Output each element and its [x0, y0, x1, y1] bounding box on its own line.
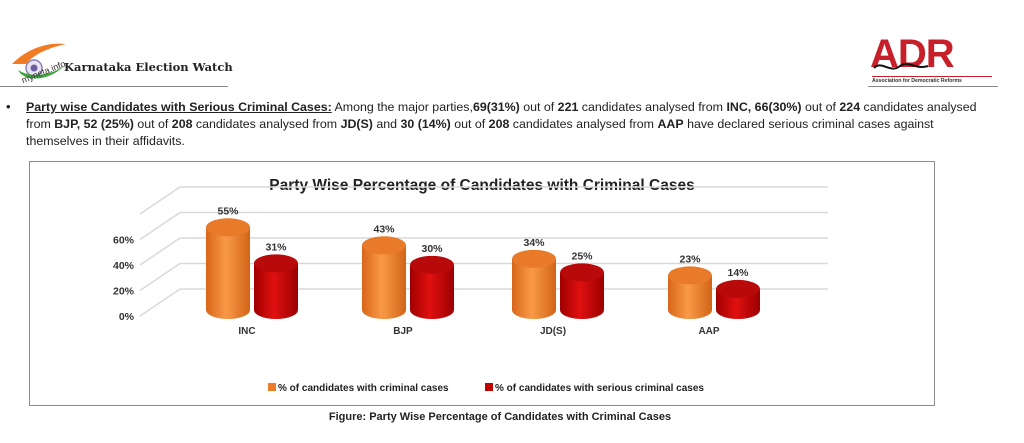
- bar-criminal-jds: 34%: [512, 237, 556, 319]
- summary-paragraph: Party wise Candidates with Serious Crimi…: [26, 99, 994, 151]
- adr-brand-text: ADR: [870, 32, 955, 76]
- cylinder-top: [512, 249, 556, 268]
- bar-chart: Party Wise Percentage of Candidates with…: [113, 177, 828, 394]
- data-label: 30%: [421, 243, 443, 255]
- cylinder-top: [716, 279, 760, 298]
- paragraph-text: candidates analysed from: [192, 117, 341, 132]
- paragraph-text: Among the major parties,: [331, 100, 473, 114]
- data-label: 23%: [679, 253, 701, 265]
- x-tick-label: BJP: [393, 326, 413, 337]
- gridline-diagonal: [139, 288, 181, 317]
- page-header: myneta.info Karnataka Election Watch ADR…: [0, 0, 1024, 92]
- legend-item: % of candidates with serious criminal ca…: [485, 383, 704, 394]
- cylinder-top: [362, 236, 406, 255]
- data-label: 55%: [217, 205, 239, 217]
- legend-label: % of candidates with serious criminal ca…: [495, 383, 704, 394]
- bar-criminal-bjp: 43%: [362, 223, 406, 319]
- paragraph-text: out of: [133, 117, 172, 132]
- bar-criminal-inc: 55%: [206, 205, 250, 319]
- paragraph-text: candidates analysed from: [578, 100, 727, 114]
- header-divider-right: [868, 86, 998, 87]
- cylinder-body: [512, 258, 556, 319]
- bar-serious-jds: 25%: [560, 250, 604, 319]
- adr-subtitle: Association for Democratic Reforms: [872, 76, 992, 84]
- paragraph-text: out of: [519, 100, 558, 114]
- legend-swatch: [268, 383, 276, 391]
- chart-container: Party Wise Percentage of Candidates with…: [29, 161, 935, 406]
- paragraph-bold-text: 30 (14%): [400, 117, 451, 132]
- cylinder-top: [410, 255, 454, 274]
- paragraph-text: out of: [801, 100, 840, 114]
- cylinder-top: [560, 263, 604, 282]
- bar-serious-aap: 14%: [716, 267, 760, 319]
- data-label: 31%: [265, 241, 287, 253]
- paragraph-heading: Party wise Candidates with Serious Crimi…: [26, 100, 332, 114]
- gridline-diagonal: [139, 262, 181, 292]
- y-tick-label: 0%: [119, 311, 135, 323]
- bullet-point: •: [6, 99, 11, 114]
- header-divider-left: [0, 86, 228, 87]
- cylinder-body: [254, 263, 298, 319]
- cylinder-top: [206, 218, 250, 237]
- paragraph-text: candidates analysed from: [509, 117, 658, 132]
- x-tick-label: AAP: [698, 326, 719, 337]
- y-tick-label: 20%: [113, 286, 135, 298]
- data-label: 25%: [571, 250, 593, 262]
- paragraph-bold-text: 221: [557, 100, 579, 114]
- cylinder-body: [668, 275, 712, 319]
- paragraph-bold-text: 208: [171, 117, 193, 132]
- paragraph-text: and: [372, 117, 401, 132]
- legend-swatch: [485, 383, 493, 391]
- data-label: 14%: [727, 267, 749, 279]
- paragraph-bold-text: 224: [839, 100, 861, 114]
- bar-serious-inc: 31%: [254, 241, 298, 319]
- paragraph-bold-text: INC, 66(30%): [726, 100, 802, 114]
- y-tick-label: 60%: [113, 235, 135, 247]
- cylinder-top: [254, 254, 298, 273]
- paragraph-bold-text: JD(S): [340, 117, 373, 132]
- paragraph-bold-text: AAP: [657, 117, 684, 132]
- paragraph-bold-text: 69(31%): [472, 100, 520, 114]
- adr-logo: ADR Association for Democratic Reforms: [866, 32, 996, 84]
- paragraph-bold-text: BJP, 52 (25%): [54, 117, 134, 132]
- wave-icon: [873, 63, 929, 70]
- legend-label: % of candidates with criminal cases: [278, 383, 449, 394]
- y-tick-label: 40%: [113, 260, 135, 272]
- karnataka-election-watch-title: Karnataka Election Watch: [64, 60, 233, 74]
- paragraph-bold-text: 208: [488, 117, 510, 132]
- x-tick-label: INC: [238, 326, 255, 337]
- data-label: 34%: [523, 237, 545, 249]
- gridline-diagonal: [139, 237, 181, 266]
- paragraph-text: out of: [450, 117, 489, 132]
- chart-title: Party Wise Percentage of Candidates with…: [269, 177, 694, 194]
- gridline-diagonal: [139, 211, 181, 241]
- paragraph-text: have declared serious criminal cases aga…: [26, 117, 934, 149]
- cylinder-body: [560, 272, 604, 319]
- cylinder-top: [668, 266, 712, 285]
- myneta-logo: myneta.info: [8, 34, 218, 85]
- cylinder-body: [362, 245, 406, 319]
- cylinder-body: [410, 264, 454, 319]
- bar-serious-bjp: 30%: [410, 243, 454, 319]
- figure-caption: Figure: Party Wise Percentage of Candida…: [328, 411, 672, 423]
- bar-criminal-aap: 23%: [668, 253, 712, 319]
- x-tick-label: JD(S): [540, 326, 566, 337]
- gridline-diagonal: [139, 186, 181, 215]
- legend-item: % of candidates with criminal cases: [268, 383, 449, 394]
- data-label: 43%: [373, 223, 395, 235]
- cylinder-body: [206, 227, 250, 319]
- paragraph-text: candidates analysed from: [26, 100, 977, 132]
- eye-swoosh-icon: [12, 43, 66, 79]
